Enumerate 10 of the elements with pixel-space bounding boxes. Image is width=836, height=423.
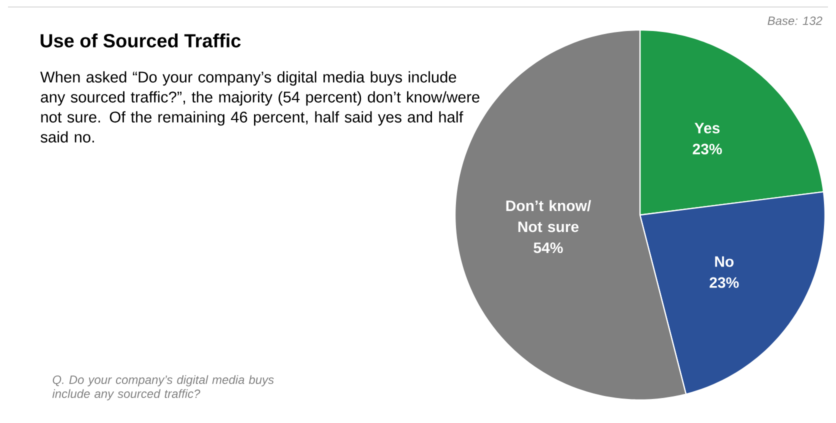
text: When asked “Do your company’s digital media buys include any sourced traffic?”, the majority (54 percent) don’t know/were not sure. Of the remaining 46 percent, half said yes and half said no.: [40, 71, 480, 143]
text: Base: 132: [768, 16, 822, 26]
text: Use of Sourced Traffic: [40, 34, 241, 48]
data-label: 54%: [534, 242, 563, 254]
text: Q. Do your company’s digital media buys include any sourced traffic?: [52, 375, 274, 400]
slice-label: Yes: [694, 122, 720, 134]
data-label: 23%: [710, 277, 739, 288]
slice-label: Don’t know/ Not sure: [506, 200, 591, 232]
data-label: 23%: [692, 144, 722, 154]
slice-label: No: [715, 256, 734, 267]
